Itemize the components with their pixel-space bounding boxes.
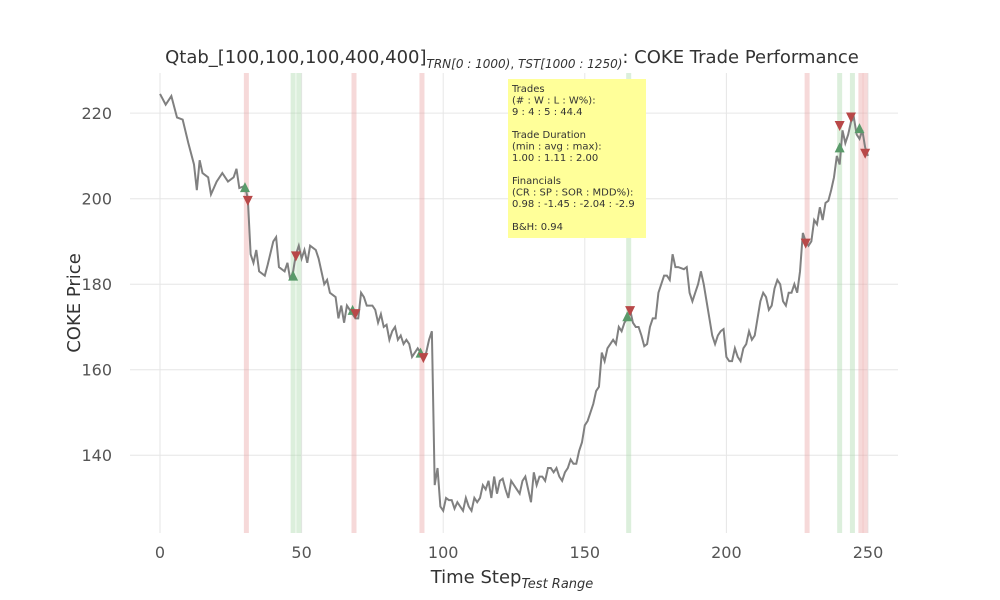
title-text: Qtab_[100,100,100,400,400] <box>165 47 426 68</box>
trade-band <box>804 73 810 533</box>
annotation-text: 1.00 : 1.11 : 2.00 <box>512 153 598 164</box>
x-axis-label-text: Time Step <box>430 567 522 588</box>
sell-marker <box>242 195 253 206</box>
x-tick-label: 200 <box>711 543 742 562</box>
annotation-text: (# : W : L : W%): <box>512 96 596 107</box>
annotation-text: (CR : SP : SOR : MDD%): <box>512 188 633 199</box>
title-subscript: TRN[0 : 1000) <box>427 57 511 71</box>
x-axis-label: Time StepTest Range <box>430 567 594 592</box>
title-text: : COKE Trade Performance <box>622 47 859 68</box>
y-tick-label: 220 <box>81 104 112 123</box>
annotation-text: (min : avg : max): <box>512 142 602 153</box>
annotation-box <box>508 79 646 238</box>
price-line <box>159 93 869 514</box>
y-tick-label: 160 <box>81 361 112 380</box>
annotation-text: 0.98 : -1.45 : -2.04 : -2.9 <box>512 199 635 210</box>
x-tick-label: 0 <box>155 543 165 562</box>
buy-marker <box>288 270 299 281</box>
title-subscript: TST[1000 : 1250) <box>518 57 622 71</box>
y-tick-label: 180 <box>81 275 112 294</box>
buy-marker <box>622 311 633 322</box>
sell-marker <box>834 121 845 132</box>
trade-band <box>858 73 864 533</box>
annotation-text: Trade Duration <box>511 130 586 141</box>
x-tick-label: 100 <box>428 543 459 562</box>
sell-marker <box>418 353 429 364</box>
x-axis-label-subscript: Test Range <box>521 577 593 592</box>
sell-marker <box>350 309 361 320</box>
sell-marker <box>860 148 871 159</box>
trade-band <box>351 73 357 533</box>
x-tick-label: 150 <box>570 543 601 562</box>
trade-band <box>243 73 249 533</box>
title-text: , <box>510 57 518 71</box>
sell-marker <box>800 238 811 249</box>
buy-marker <box>834 142 845 153</box>
annotation-text: 9 : 4 : 5 : 44.4 <box>512 107 583 118</box>
trade-band <box>296 73 302 533</box>
trade-band <box>626 73 632 533</box>
x-tick-label: 50 <box>291 543 311 562</box>
sell-marker <box>625 306 636 317</box>
y-tick-label: 200 <box>81 190 112 209</box>
trade-band <box>419 73 425 533</box>
x-tick-label: 250 <box>853 543 884 562</box>
trade-band <box>849 73 855 533</box>
trade-band <box>862 73 868 533</box>
buy-marker <box>854 123 865 134</box>
annotation-text: Financials <box>512 176 561 187</box>
annotation-text: B&H: 0.94 <box>512 222 563 233</box>
trade-band <box>837 73 843 533</box>
annotation-text: Trades <box>511 84 545 95</box>
y-tick-label: 140 <box>81 446 112 465</box>
y-axis-label: COKE Price <box>64 253 85 353</box>
sell-marker <box>845 112 856 123</box>
trade-band <box>290 73 296 533</box>
sell-marker <box>290 251 301 262</box>
chart-title: Qtab_[100,100,100,400,400]TRN[0 : 1000),… <box>165 47 859 71</box>
buy-marker <box>239 182 250 193</box>
